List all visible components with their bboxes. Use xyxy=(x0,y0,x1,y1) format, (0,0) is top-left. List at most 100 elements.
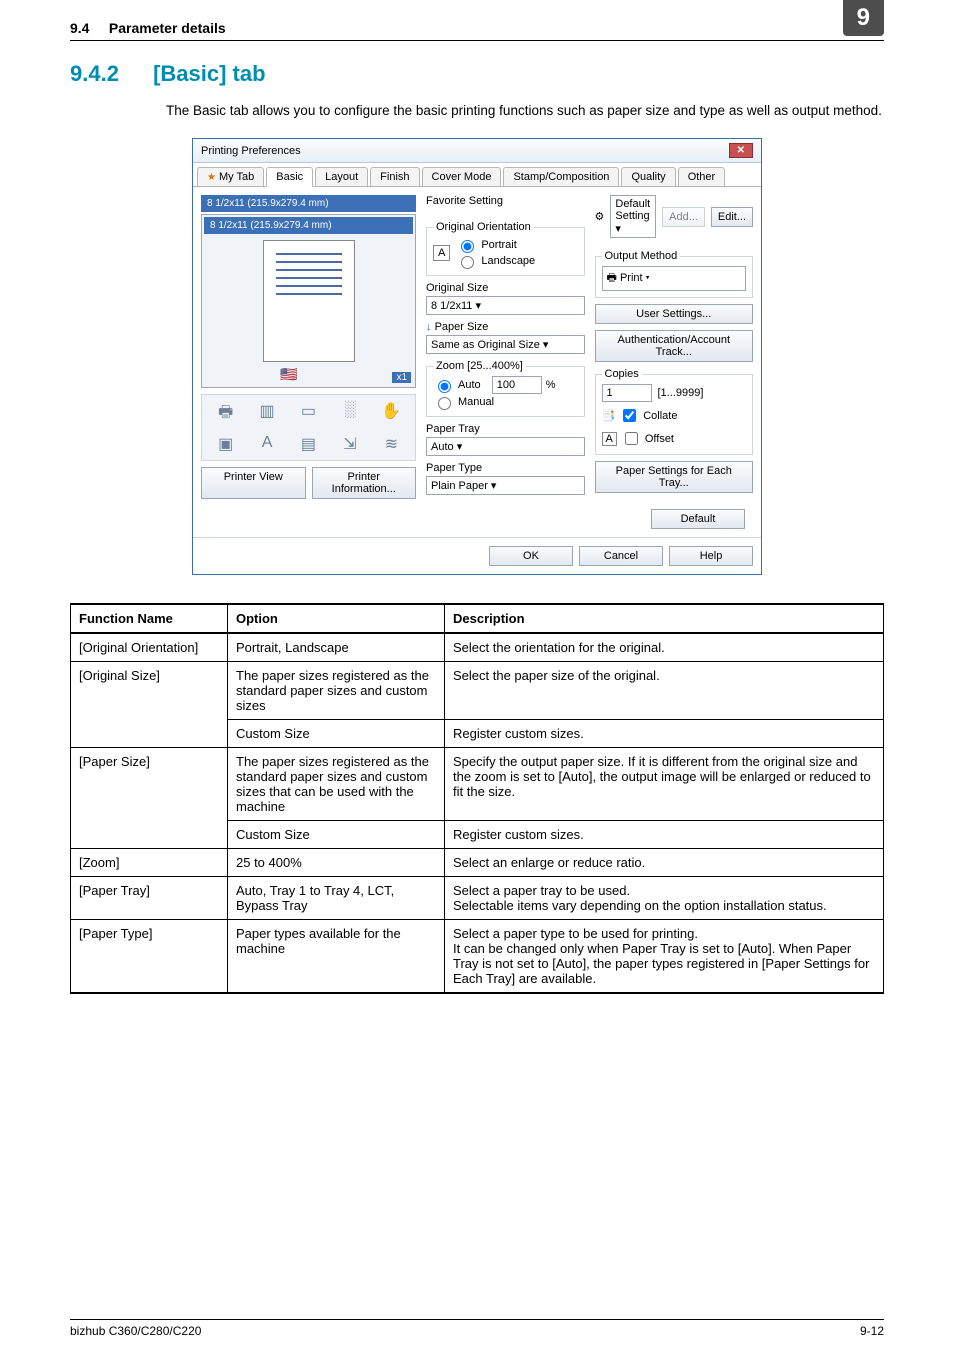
tab-finish[interactable]: Finish xyxy=(370,167,419,186)
th-function: Function Name xyxy=(71,604,228,633)
cell-opt: Paper types available for the machine xyxy=(228,920,445,994)
landscape-radio[interactable] xyxy=(461,256,474,269)
tab-layout[interactable]: Layout xyxy=(315,167,368,186)
th-option: Option xyxy=(228,604,445,633)
favorite-edit-button[interactable]: Edit... xyxy=(711,207,753,227)
offset-a-icon: A xyxy=(602,432,617,446)
ok-button[interactable]: OK xyxy=(489,546,573,566)
chapter-badge: 9 xyxy=(843,0,884,36)
tab-cover-mode[interactable]: Cover Mode xyxy=(422,167,502,186)
copies-range-hint: [1...9999] xyxy=(658,387,704,399)
parameter-table: Function Name Option Description [Origin… xyxy=(70,603,884,994)
favorite-add-button[interactable]: Add... xyxy=(662,207,705,227)
collate-label: Collate xyxy=(643,410,677,422)
original-size-combo[interactable]: 8 1/2x11 ▾ xyxy=(426,296,585,315)
each-tray-button[interactable]: Paper Settings for Each Tray... xyxy=(595,461,754,493)
table-row: [Paper Tray] Auto, Tray 1 to Tray 4, LCT… xyxy=(71,877,884,920)
arrow-icon[interactable]: ⇲ xyxy=(332,434,367,454)
cancel-button[interactable]: Cancel xyxy=(579,546,663,566)
printer-info-button[interactable]: Printer Information... xyxy=(312,467,417,499)
favorite-gear-icon: ⚙ xyxy=(595,210,605,223)
printing-preferences-dialog: Printing Preferences ✕ My Tab Basic Layo… xyxy=(192,138,762,575)
table-row: [Original Size] The paper sizes register… xyxy=(71,662,884,720)
zoom-group: Zoom [25...400%] Auto % Manual xyxy=(426,360,585,417)
paper-size-value: Same as Original Size xyxy=(431,339,540,351)
output-legend: Output Method xyxy=(602,250,681,262)
zoom-manual-radio[interactable] xyxy=(438,397,451,410)
cell-desc: Select the orientation for the original. xyxy=(445,633,884,662)
pages-icon[interactable]: ▭ xyxy=(291,401,326,428)
orientation-a-icon: A xyxy=(433,245,450,261)
cell-opt: The paper sizes registered as the standa… xyxy=(228,748,445,821)
landscape-label: Landscape xyxy=(481,255,535,267)
lock-icon[interactable]: ✋ xyxy=(374,401,409,428)
cell-desc: Select a paper type to be used for print… xyxy=(445,920,884,994)
preview-page-icon xyxy=(263,240,355,362)
footer-left: bizhub C360/C280/C220 xyxy=(70,1324,201,1338)
close-icon[interactable]: ✕ xyxy=(729,143,753,158)
tray-icon[interactable]: ▣ xyxy=(208,434,243,454)
favorite-label: Favorite Setting xyxy=(426,195,503,207)
cell-desc: Select the paper size of the original. xyxy=(445,662,884,720)
output-method-value: Print xyxy=(620,272,643,284)
stack-icon[interactable]: ≋ xyxy=(374,434,409,454)
paper-tray-label: Paper Tray xyxy=(426,423,585,435)
page-header: 9.4 Parameter details 9 xyxy=(70,20,884,41)
tab-stamp[interactable]: Stamp/Composition xyxy=(503,167,619,186)
tab-my-tab[interactable]: My Tab xyxy=(197,167,264,186)
default-button[interactable]: Default xyxy=(651,509,745,529)
preview-zoom-badge: x1 xyxy=(392,372,411,383)
paper-size-combo[interactable]: Same as Original Size ▾ xyxy=(426,335,585,354)
cell-desc: Select a paper tray to be used. Selectab… xyxy=(445,877,884,920)
copies-input[interactable] xyxy=(602,384,652,402)
preview-size-inner: 8 1/2x11 (215.9x279.4 mm) xyxy=(204,217,413,234)
cell-opt: Custom Size xyxy=(228,720,445,748)
zoom-auto-radio[interactable] xyxy=(438,380,451,393)
user-settings-button[interactable]: User Settings... xyxy=(595,304,754,324)
copies-legend: Copies xyxy=(602,368,642,380)
output-method-combo[interactable]: 🖶 Print ▾ xyxy=(602,266,747,291)
offset-checkbox[interactable] xyxy=(625,432,638,445)
table-row: [Paper Type] Paper types available for t… xyxy=(71,920,884,994)
output-method-group: Output Method 🖶 Print ▾ xyxy=(595,250,754,298)
zoom-legend: Zoom [25...400%] xyxy=(433,360,526,372)
table-row: [Paper Size] The paper sizes registered … xyxy=(71,748,884,821)
section-ref-title: Parameter details xyxy=(109,20,226,36)
tab-other[interactable]: Other xyxy=(678,167,726,186)
tab-quality[interactable]: Quality xyxy=(621,167,675,186)
paper-type-combo[interactable]: Plain Paper ▾ xyxy=(426,476,585,495)
paper-tray-combo[interactable]: Auto ▾ xyxy=(426,437,585,456)
zoom-suffix: % xyxy=(546,379,556,391)
intro-text: The Basic tab allows you to configure th… xyxy=(166,101,884,121)
help-button[interactable]: Help xyxy=(669,546,753,566)
auth-track-button[interactable]: Authentication/Account Track... xyxy=(595,330,754,362)
cell-opt: Portrait, Landscape xyxy=(228,633,445,662)
copies-group: Copies [1...9999] 📑 Collate xyxy=(595,368,754,455)
page-preview: 8 1/2x11 (215.9x279.4 mm) 🇺🇸 x1 xyxy=(201,214,416,388)
a-icon[interactable]: A xyxy=(249,434,284,454)
zoom-value-input[interactable] xyxy=(492,376,542,394)
favorite-value: Default Setting xyxy=(615,198,650,222)
dialog-title: Printing Preferences xyxy=(201,145,301,157)
grid-icon[interactable]: ░ xyxy=(332,401,367,428)
down-arrow-icon: ↓ xyxy=(426,321,432,333)
cell-desc: Specify the output paper size. If it is … xyxy=(445,748,884,821)
footer-right: 9-12 xyxy=(860,1324,884,1338)
doc-icon[interactable]: ▥ xyxy=(249,401,284,428)
cell-desc: Register custom sizes. xyxy=(445,720,884,748)
section-number: 9.4.2 xyxy=(70,61,119,86)
sheet-icon[interactable]: ▤ xyxy=(291,434,326,454)
tab-basic[interactable]: Basic xyxy=(266,167,313,187)
favorite-combo[interactable]: Default Setting ▾ xyxy=(610,195,656,238)
cell-opt: 25 to 400% xyxy=(228,849,445,877)
cell-func: [Original Size] xyxy=(71,662,228,748)
table-row: [Zoom] 25 to 400% Select an enlarge or r… xyxy=(71,849,884,877)
portrait-radio[interactable] xyxy=(461,240,474,253)
printer-icon[interactable]: 🖶 xyxy=(208,401,243,428)
cell-desc: Register custom sizes. xyxy=(445,821,884,849)
printer-view-button[interactable]: Printer View xyxy=(201,467,306,499)
offset-label: Offset xyxy=(645,433,674,445)
preview-size-top: 8 1/2x11 (215.9x279.4 mm) xyxy=(201,195,416,212)
zoom-auto-label: Auto xyxy=(458,379,481,391)
collate-checkbox[interactable] xyxy=(623,409,636,422)
